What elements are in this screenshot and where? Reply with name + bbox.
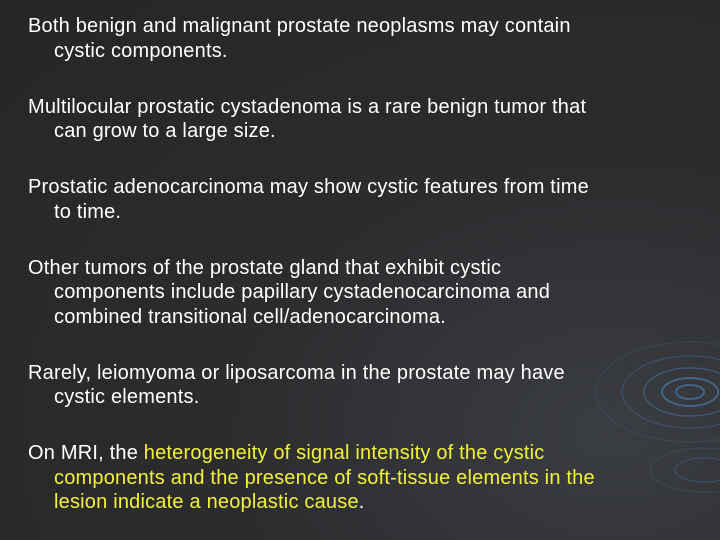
text-line: Rarely, leiomyoma or liposarcoma in the … (28, 361, 565, 384)
paragraph: Rarely, leiomyoma or liposarcoma in the … (28, 361, 718, 410)
text-line: Prostatic adenocarcinoma may show cystic… (28, 176, 589, 198)
text-line: cystic elements. (54, 386, 200, 408)
text-line: cystic components. (54, 39, 228, 62)
text-line: lesion indicate a neoplastic cause. (28, 490, 718, 515)
slide-body: Both benign and malignant prostate neopl… (28, 14, 718, 540)
text-segment: lesion indicate a neoplastic cause (54, 491, 359, 513)
paragraph: On MRI, the heterogeneity of signal inte… (28, 441, 718, 515)
text-line: On MRI, the heterogeneity of signal inte… (28, 441, 718, 466)
text-line: components include papillary cystadenoca… (54, 281, 551, 303)
text-line: to time. (54, 200, 122, 223)
text-line: combined transitional cell/adenocarcinom… (54, 305, 446, 328)
text-line: components and the presence of soft-tiss… (28, 466, 718, 491)
paragraph: Other tumors of the prostate gland that … (28, 256, 718, 330)
paragraph: Multilocular prostatic cystadenoma is a … (28, 95, 718, 144)
text-segment: On MRI, the (28, 442, 144, 464)
text-line: Other tumors of the prostate gland that … (28, 256, 502, 279)
text-segment: components and the presence of soft-tiss… (54, 466, 595, 489)
paragraph: Both benign and malignant prostate neopl… (28, 14, 718, 63)
text-line: can grow to a large size. (54, 120, 276, 142)
paragraph: Prostatic adenocarcinoma may show cystic… (28, 175, 718, 224)
text-line: Multilocular prostatic cystadenoma is a … (28, 95, 587, 118)
text-line: Both benign and malignant prostate neopl… (28, 15, 571, 37)
text-segment: . (358, 491, 365, 513)
text-segment: heterogeneity of signal intensity of the… (143, 442, 545, 464)
